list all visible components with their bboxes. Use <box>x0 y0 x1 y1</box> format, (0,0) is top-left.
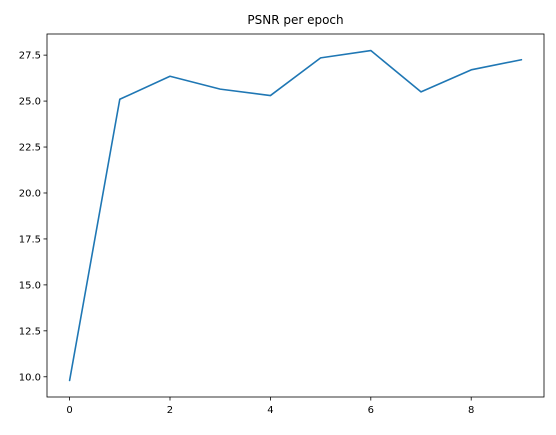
y-tick-label: 22.5 <box>19 143 41 154</box>
x-tick-label: 2 <box>167 405 173 416</box>
y-tick-label: 27.5 <box>19 51 41 62</box>
y-tick-label: 15.0 <box>19 280 41 291</box>
y-tick-label: 20.0 <box>19 188 41 199</box>
series-line <box>68 49 523 382</box>
y-tick-label: 10.0 <box>19 372 41 383</box>
y-axis-ticks: 10.0 12.5 15.0 17.5 20.0 22.5 25.0 27.5 <box>19 51 47 383</box>
x-tick-label: 8 <box>468 405 474 416</box>
y-tick-label: 17.5 <box>19 234 41 245</box>
series-layer <box>68 49 523 382</box>
x-tick-label: 6 <box>368 405 374 416</box>
chart-title: PSNR per epoch <box>247 13 343 27</box>
plot-frame <box>46 33 545 398</box>
y-tick-label: 25.0 <box>19 97 41 108</box>
y-tick-label: 12.5 <box>19 326 41 337</box>
x-tick-label: 0 <box>66 405 72 416</box>
x-axis-ticks: 0 2 4 6 8 <box>66 397 474 416</box>
x-tick-label: 4 <box>267 405 273 416</box>
